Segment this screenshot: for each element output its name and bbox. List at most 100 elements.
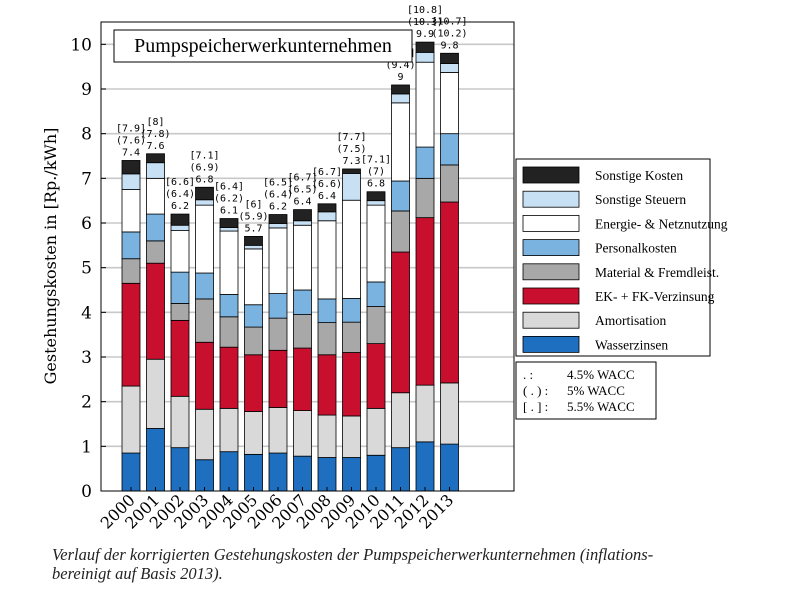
- value-label: 6.4: [293, 197, 311, 208]
- bar-segment: [121, 189, 141, 233]
- bar-segment: [219, 227, 239, 232]
- legend-label: Sonstige Kosten: [595, 168, 683, 183]
- bar-segment: [146, 262, 165, 360]
- legend-label: Energie- & Netznutzung: [595, 216, 728, 231]
- bar-segment: [170, 395, 190, 449]
- y-tick-label: 4: [81, 303, 92, 323]
- bar-segment: [440, 52, 459, 64]
- bar-segment: [146, 153, 165, 164]
- bar-segment: [268, 293, 288, 319]
- value-label: 6.4: [318, 191, 336, 202]
- wacc-text: 4.5% WACC: [567, 367, 635, 382]
- bar-segment: [244, 304, 263, 328]
- legend-label: Wasserzinsen: [595, 337, 668, 352]
- value-label: (7.6): [116, 135, 146, 146]
- legend: Sonstige Kosten Sonstige Steuern Energie- …: [515, 158, 728, 357]
- bar-segment: [146, 240, 165, 264]
- bar-segment: [440, 201, 459, 384]
- wacc-symbol: ( . ) :: [523, 383, 548, 398]
- bar-segment: [317, 203, 337, 213]
- y-tick-label: 3: [81, 348, 92, 368]
- y-tick-label: 10: [70, 35, 92, 55]
- wacc-text: 5% WACC: [567, 383, 625, 398]
- y-tick-label: 6: [81, 214, 92, 234]
- value-label: [6.7]: [287, 173, 317, 184]
- x-axis: 2000200120022003200420052006200720082009…: [97, 487, 457, 533]
- bar-segment: [317, 354, 337, 416]
- bar-segment: [146, 177, 165, 215]
- bar-segment: [195, 272, 214, 300]
- bar-segment: [440, 382, 459, 445]
- bar-segment: [366, 306, 386, 345]
- bar-segment: [219, 346, 239, 409]
- bar-segment: [121, 160, 141, 175]
- legend-swatch: [522, 214, 580, 232]
- bar-segment: [121, 282, 141, 387]
- legend-label: Amortisation: [595, 313, 666, 328]
- bar-segment: [366, 454, 386, 492]
- bar-segment: [440, 133, 459, 166]
- value-label: 7.4: [122, 147, 140, 158]
- bar-segment: [195, 204, 214, 274]
- bar-segment: [293, 347, 312, 412]
- value-label: [7.9]: [116, 123, 146, 134]
- value-label: [6.6]: [165, 177, 195, 188]
- bar-segment: [244, 411, 263, 455]
- bar-segment: [268, 317, 288, 351]
- bar-segment: [440, 443, 459, 492]
- bar-segment: [121, 452, 141, 492]
- bar-segment: [170, 302, 190, 321]
- value-label: (6.6): [312, 179, 342, 190]
- bar-segment: [219, 294, 239, 318]
- bar-segment: [293, 209, 312, 222]
- bar-segment: [219, 451, 239, 492]
- bar-segment: [415, 146, 435, 179]
- bar-segment: [440, 164, 459, 203]
- bar-segment: [219, 230, 239, 295]
- bar-segment: [170, 447, 190, 492]
- bar-segment: [170, 230, 190, 273]
- legend-swatch: [522, 287, 580, 305]
- value-label: [6.7]: [312, 167, 342, 178]
- value-label: 6.1: [220, 206, 238, 217]
- value-label: [8]: [146, 117, 164, 128]
- y-axis: 0 1 2 3 4 5 6 7 8 9 10: [70, 35, 106, 502]
- wacc-symbol: . :: [523, 367, 533, 382]
- bar-segment: [391, 392, 410, 449]
- bar-segment: [244, 235, 263, 246]
- bar-segment: [415, 41, 435, 53]
- y-tick-label: 8: [81, 125, 92, 145]
- value-label: 7.6: [146, 141, 164, 152]
- bar-segment: [440, 72, 459, 135]
- wacc-key: . : 4.5% WACC ( . ) : 5% WACC [ . ] : 5.5% WA…: [515, 361, 657, 420]
- bar-segment: [170, 213, 190, 226]
- bar-segment: [415, 51, 435, 63]
- bar-segment: [195, 186, 214, 201]
- bar-segment: [366, 407, 386, 456]
- chart-title-text: Pumpspeicherwerkunternehmen: [134, 35, 392, 57]
- bar-segment: [366, 200, 386, 206]
- value-label: [6.4]: [214, 182, 244, 193]
- bar-segment: [195, 408, 214, 461]
- y-tick-label: 7: [81, 169, 92, 189]
- bar-segment: [121, 258, 141, 284]
- bar-segment: [366, 191, 386, 202]
- bar-segment: [244, 326, 263, 356]
- legend-label: EK- + FK-Verzinsung: [595, 289, 715, 304]
- value-label: [7.1]: [189, 150, 219, 161]
- bar-segment: [440, 63, 459, 73]
- chart-title: Pumpspeicherwerkunternehmen: [113, 29, 413, 63]
- y-axis-label: Gestehungskosten in [Rp./kWh]: [41, 128, 60, 385]
- bar-segment: [391, 93, 410, 104]
- bar-segment: [391, 210, 410, 253]
- y-tick-label: 5: [81, 259, 92, 279]
- value-label: [10.8]: [407, 5, 443, 16]
- bar-segment: [293, 455, 312, 492]
- bar-segment: [219, 316, 239, 348]
- bar-segment: [366, 204, 386, 283]
- bar-segment: [342, 168, 361, 174]
- bar-segment: [146, 162, 165, 179]
- value-label: 6.8: [367, 179, 385, 190]
- bar-segment: [170, 224, 190, 231]
